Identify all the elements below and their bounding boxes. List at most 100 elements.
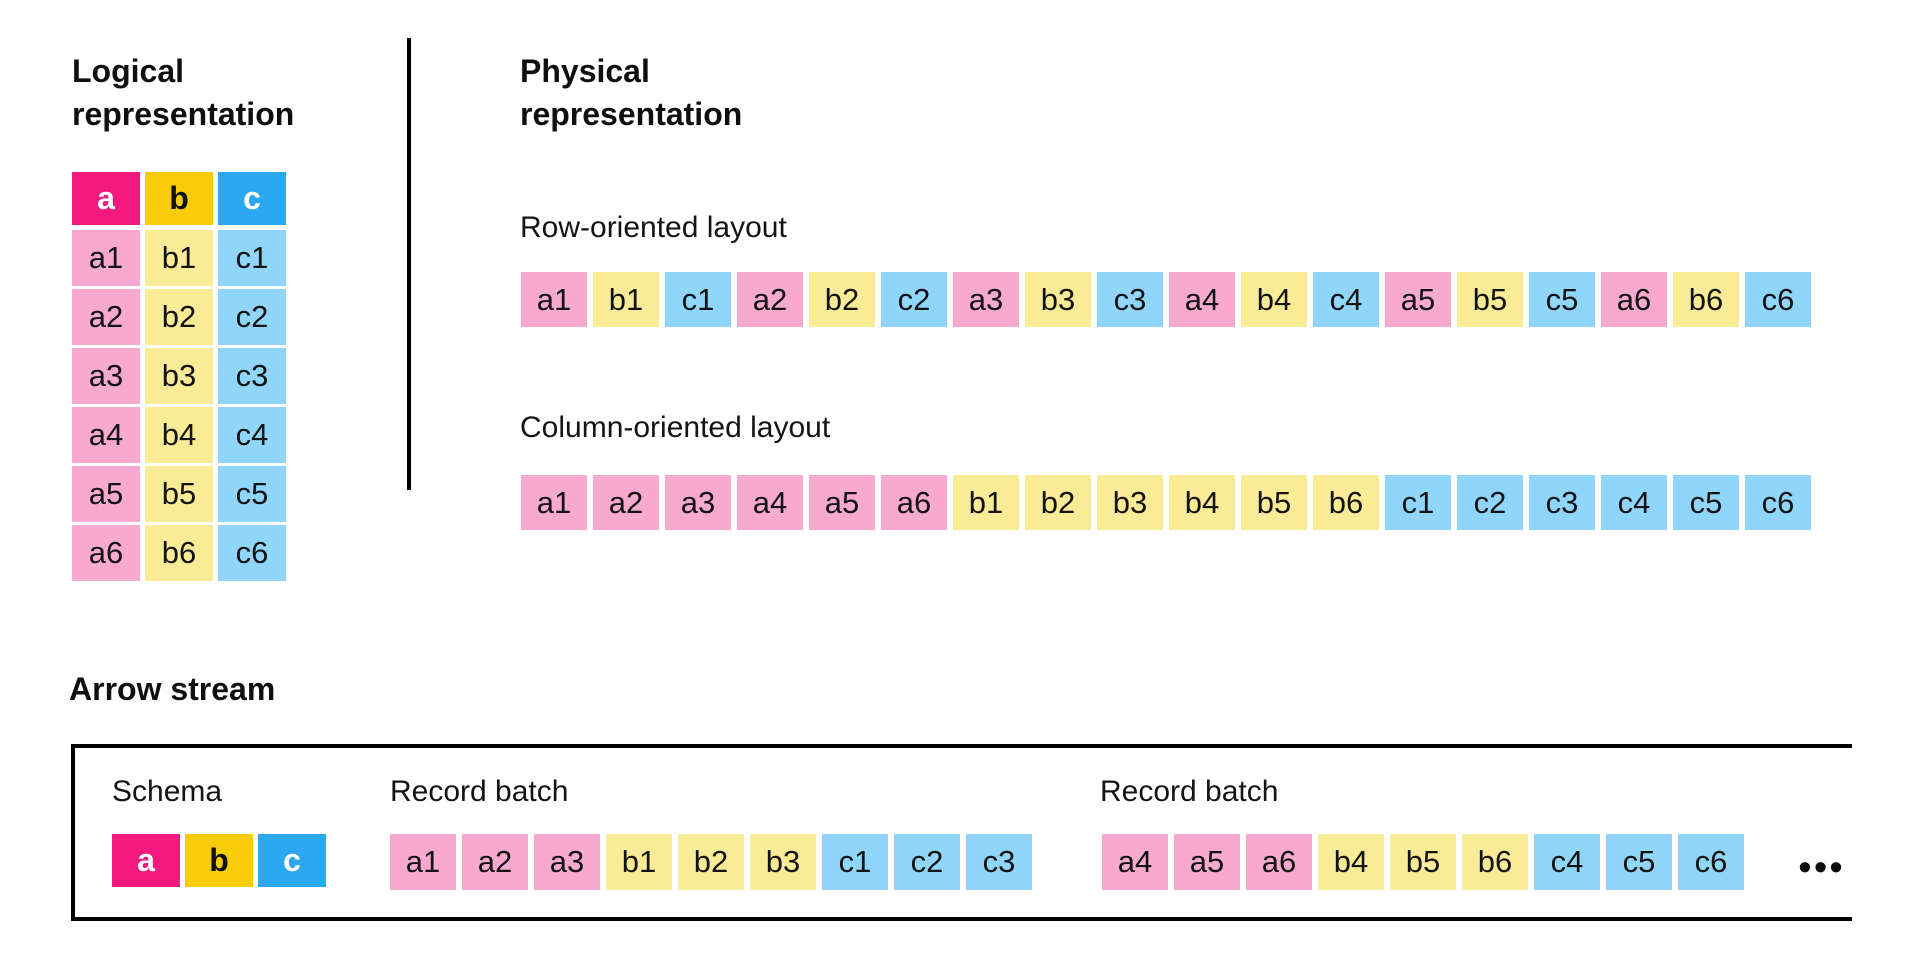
record-batch-cell: b4 xyxy=(1318,834,1384,890)
record-batch-cell: a1 xyxy=(390,834,456,890)
column-oriented-cell: c2 xyxy=(1457,475,1523,530)
logical-table-cell: b1 xyxy=(145,230,213,286)
column-oriented-cells: a1 a2 a3 a4 a5 a6 b1 b2 b3 b4 b5 b6 c1 c2 c3 c4 c5 c6 xyxy=(521,475,1811,530)
record-batch-cell: a3 xyxy=(534,834,600,890)
logical-table-cell: c3 xyxy=(218,348,286,404)
vertical-divider-line xyxy=(407,38,411,490)
record-batch-cell: a4 xyxy=(1102,834,1168,890)
record-batch-cell: b2 xyxy=(678,834,744,890)
logical-header-cell: b xyxy=(145,172,213,225)
column-oriented-layout-label: Column-oriented layout xyxy=(520,411,831,444)
record-batch-1-cells: a1 a2 a3 b1 b2 b3 c1 c2 c3 xyxy=(390,834,1032,890)
record-batch-cell: a6 xyxy=(1246,834,1312,890)
row-oriented-layout-label: Row-oriented layout xyxy=(520,211,787,244)
record-batch-cell: a5 xyxy=(1174,834,1240,890)
record-batch-cell: b3 xyxy=(750,834,816,890)
logical-table-cell: c6 xyxy=(218,525,286,581)
record-batch-cell: a2 xyxy=(462,834,528,890)
column-oriented-cell: b4 xyxy=(1169,475,1235,530)
column-oriented-cell: a6 xyxy=(881,475,947,530)
column-oriented-cell: c3 xyxy=(1529,475,1595,530)
arrow-stream-box xyxy=(71,744,1852,921)
row-oriented-cell: b1 xyxy=(593,272,659,327)
row-oriented-cell: a1 xyxy=(521,272,587,327)
row-oriented-cell: a2 xyxy=(737,272,803,327)
column-oriented-cell: a5 xyxy=(809,475,875,530)
arrow-stream-title: Arrow stream xyxy=(69,671,276,707)
logical-table-cell: a4 xyxy=(72,407,140,463)
column-oriented-cell: a2 xyxy=(593,475,659,530)
row-oriented-cell: c3 xyxy=(1097,272,1163,327)
logical-table-cell: a1 xyxy=(72,230,140,286)
record-batch-cell: c1 xyxy=(822,834,888,890)
record-batch-cell: c2 xyxy=(894,834,960,890)
row-oriented-cell: a4 xyxy=(1169,272,1235,327)
logical-table-body: a1 b1 c1 a2 b2 c2 a3 b3 c3 a4 b4 c4 a5 b5 c5 a6 b6 c6 xyxy=(72,230,286,581)
record-batch-cell: c3 xyxy=(966,834,1032,890)
row-oriented-cell: b5 xyxy=(1457,272,1523,327)
column-oriented-cell: c1 xyxy=(1385,475,1451,530)
logical-table-cell: b6 xyxy=(145,525,213,581)
row-oriented-cells: a1 b1 c1 a2 b2 c2 a3 b3 c3 a4 b4 c4 a5 b5 c5 a6 b6 c6 xyxy=(521,272,1811,327)
row-oriented-cell: a6 xyxy=(1601,272,1667,327)
record-batch-cell: c4 xyxy=(1534,834,1600,890)
logical-title-line1: Logical xyxy=(72,53,185,89)
logical-header-cell: a xyxy=(72,172,140,225)
column-oriented-cell: c5 xyxy=(1673,475,1739,530)
record-batch-cell: c6 xyxy=(1678,834,1744,890)
row-oriented-cell: c4 xyxy=(1313,272,1379,327)
logical-table-cell: b4 xyxy=(145,407,213,463)
logical-table-cell: b2 xyxy=(145,289,213,345)
physical-title-line2: representation xyxy=(520,96,743,132)
column-oriented-cell: b6 xyxy=(1313,475,1379,530)
logical-table-cell: c2 xyxy=(218,289,286,345)
logical-title-line2: representation xyxy=(72,96,295,132)
row-oriented-cell: b2 xyxy=(809,272,875,327)
column-oriented-cell: a1 xyxy=(521,475,587,530)
column-oriented-cell: b1 xyxy=(953,475,1019,530)
column-oriented-cell: a3 xyxy=(665,475,731,530)
logical-table-cell: a3 xyxy=(72,348,140,404)
logical-table-cell: c1 xyxy=(218,230,286,286)
logical-table-cell: c5 xyxy=(218,466,286,522)
record-batch-cell: c5 xyxy=(1606,834,1672,890)
logical-representation-title: Logical representation xyxy=(72,50,294,136)
logical-table-cell: b5 xyxy=(145,466,213,522)
column-oriented-cell: c6 xyxy=(1745,475,1811,530)
record-batch-2-label: Record batch xyxy=(1100,775,1279,808)
column-oriented-cell: c4 xyxy=(1601,475,1667,530)
record-batch-cell: b1 xyxy=(606,834,672,890)
physical-title-line1: Physical xyxy=(520,53,650,89)
row-oriented-cell: b3 xyxy=(1025,272,1091,327)
logical-table-cell: c4 xyxy=(218,407,286,463)
stream-continues-ellipsis: ••• xyxy=(1798,846,1846,887)
logical-table-cell: b3 xyxy=(145,348,213,404)
record-batch-cell: b5 xyxy=(1390,834,1456,890)
schema-cell: a xyxy=(112,834,180,887)
row-oriented-cell: a3 xyxy=(953,272,1019,327)
column-oriented-cell: b3 xyxy=(1097,475,1163,530)
record-batch-1-label: Record batch xyxy=(390,775,569,808)
row-oriented-cell: b4 xyxy=(1241,272,1307,327)
row-oriented-cell: c6 xyxy=(1745,272,1811,327)
logical-header-cell: c xyxy=(218,172,286,225)
logical-table-cell: a6 xyxy=(72,525,140,581)
schema-label: Schema xyxy=(112,775,223,808)
column-oriented-cell: b5 xyxy=(1241,475,1307,530)
schema-cell: c xyxy=(258,834,326,887)
schema-cell: b xyxy=(185,834,253,887)
column-oriented-cell: b2 xyxy=(1025,475,1091,530)
row-oriented-cell: c5 xyxy=(1529,272,1595,327)
record-batch-2-cells: a4 a5 a6 b4 b5 b6 c4 c5 c6 xyxy=(1102,834,1744,890)
row-oriented-cell: c1 xyxy=(665,272,731,327)
record-batch-cell: b6 xyxy=(1462,834,1528,890)
logical-table-cell: a5 xyxy=(72,466,140,522)
row-oriented-cell: c2 xyxy=(881,272,947,327)
logical-table-cell: a2 xyxy=(72,289,140,345)
column-oriented-cell: a4 xyxy=(737,475,803,530)
row-oriented-cell: b6 xyxy=(1673,272,1739,327)
physical-representation-title: Physical representation xyxy=(520,50,742,136)
